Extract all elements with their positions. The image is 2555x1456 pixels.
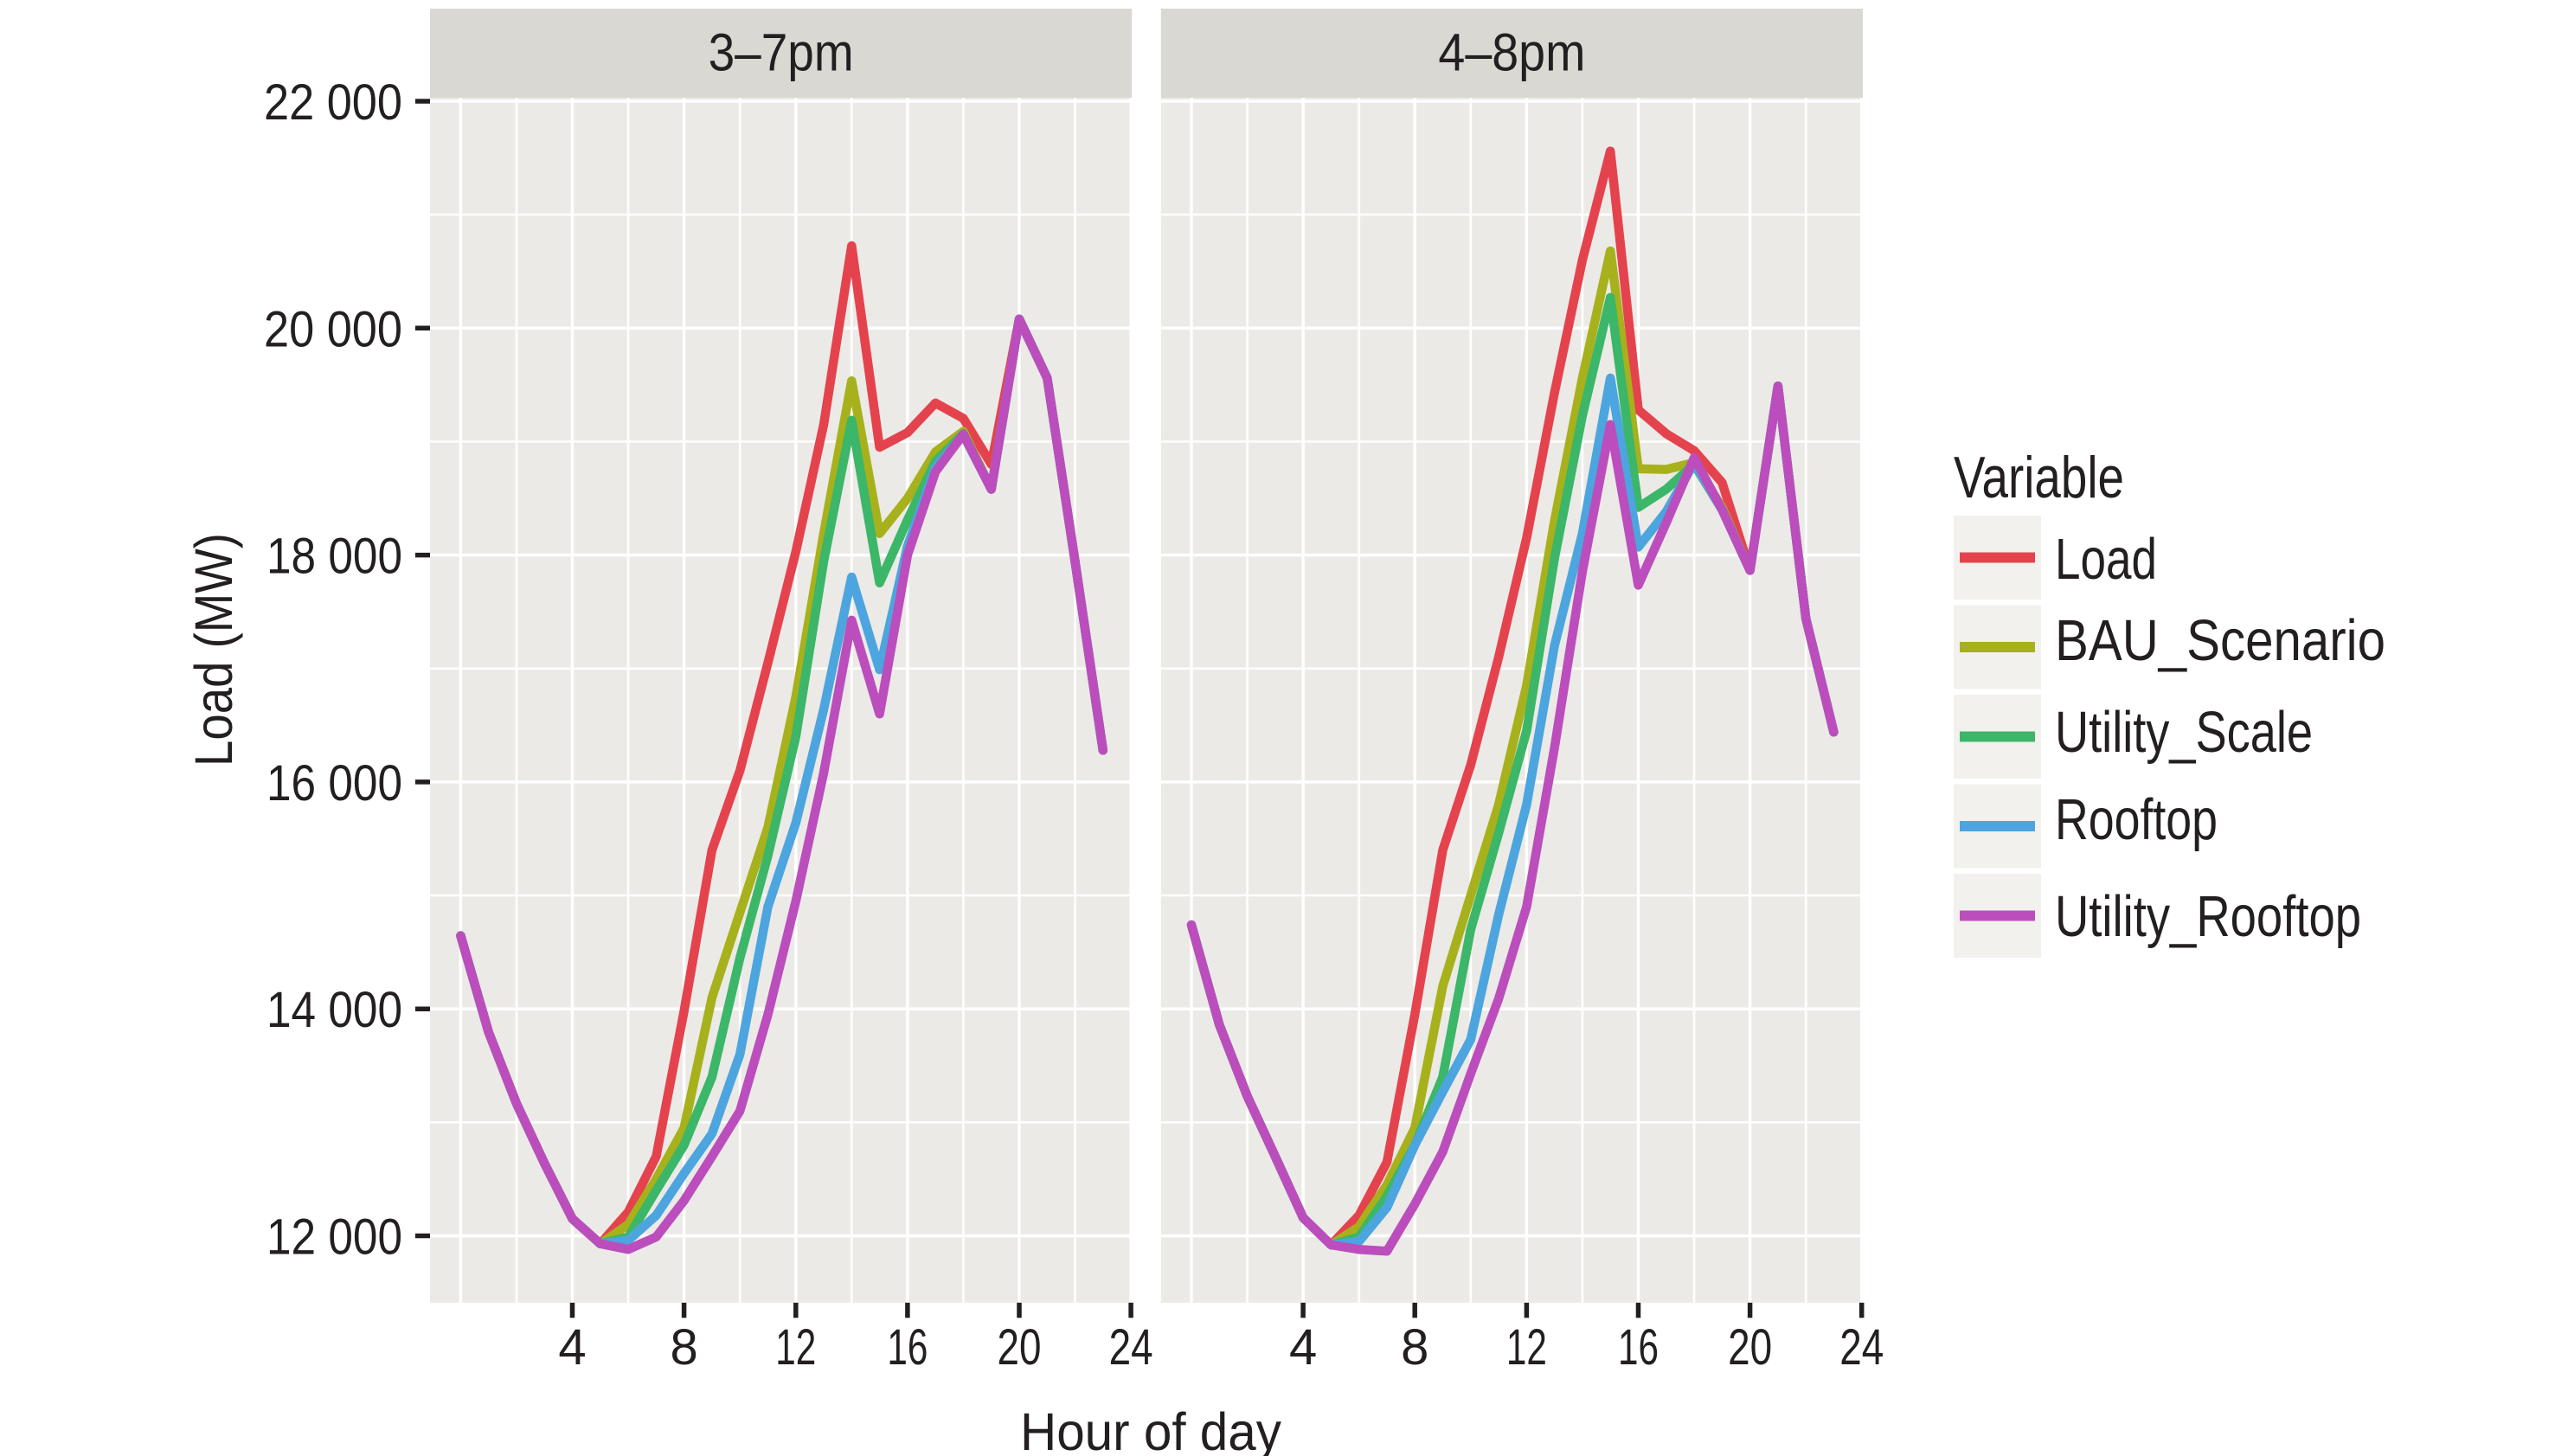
svg-text:Load: Load [2055, 527, 2157, 592]
svg-text:24: 24 [1839, 1319, 1884, 1376]
svg-text:Utility_Rooftop: Utility_Rooftop [2055, 884, 2361, 949]
svg-text:20: 20 [998, 1319, 1042, 1376]
svg-text:Utility_Scale: Utility_Scale [2055, 700, 2313, 765]
svg-text:16: 16 [1618, 1319, 1659, 1376]
svg-text:4–8pm: 4–8pm [1438, 23, 1585, 82]
svg-text:8: 8 [670, 1319, 697, 1376]
svg-text:14 000: 14 000 [266, 982, 402, 1038]
svg-text:3–7pm: 3–7pm [709, 23, 854, 82]
svg-text:8: 8 [1401, 1319, 1428, 1376]
svg-text:18 000: 18 000 [266, 529, 402, 585]
svg-text:24: 24 [1109, 1319, 1153, 1376]
svg-text:20: 20 [1728, 1319, 1772, 1376]
svg-text:16 000: 16 000 [266, 755, 402, 811]
svg-text:BAU_Scenario: BAU_Scenario [2055, 608, 2385, 673]
svg-text:16: 16 [887, 1319, 928, 1376]
svg-text:12: 12 [1506, 1319, 1547, 1376]
svg-text:12 000: 12 000 [266, 1209, 402, 1266]
svg-text:Variable: Variable [1954, 445, 2124, 510]
svg-text:20 000: 20 000 [264, 301, 402, 357]
svg-text:Rooftop: Rooftop [2055, 787, 2218, 852]
svg-text:Hour of day: Hour of day [1020, 1402, 1281, 1456]
svg-text:4: 4 [558, 1319, 586, 1376]
svg-text:Load (MW): Load (MW) [184, 533, 243, 766]
svg-text:12: 12 [775, 1319, 816, 1376]
svg-text:4: 4 [1289, 1319, 1317, 1376]
svg-text:22 000: 22 000 [264, 74, 402, 131]
